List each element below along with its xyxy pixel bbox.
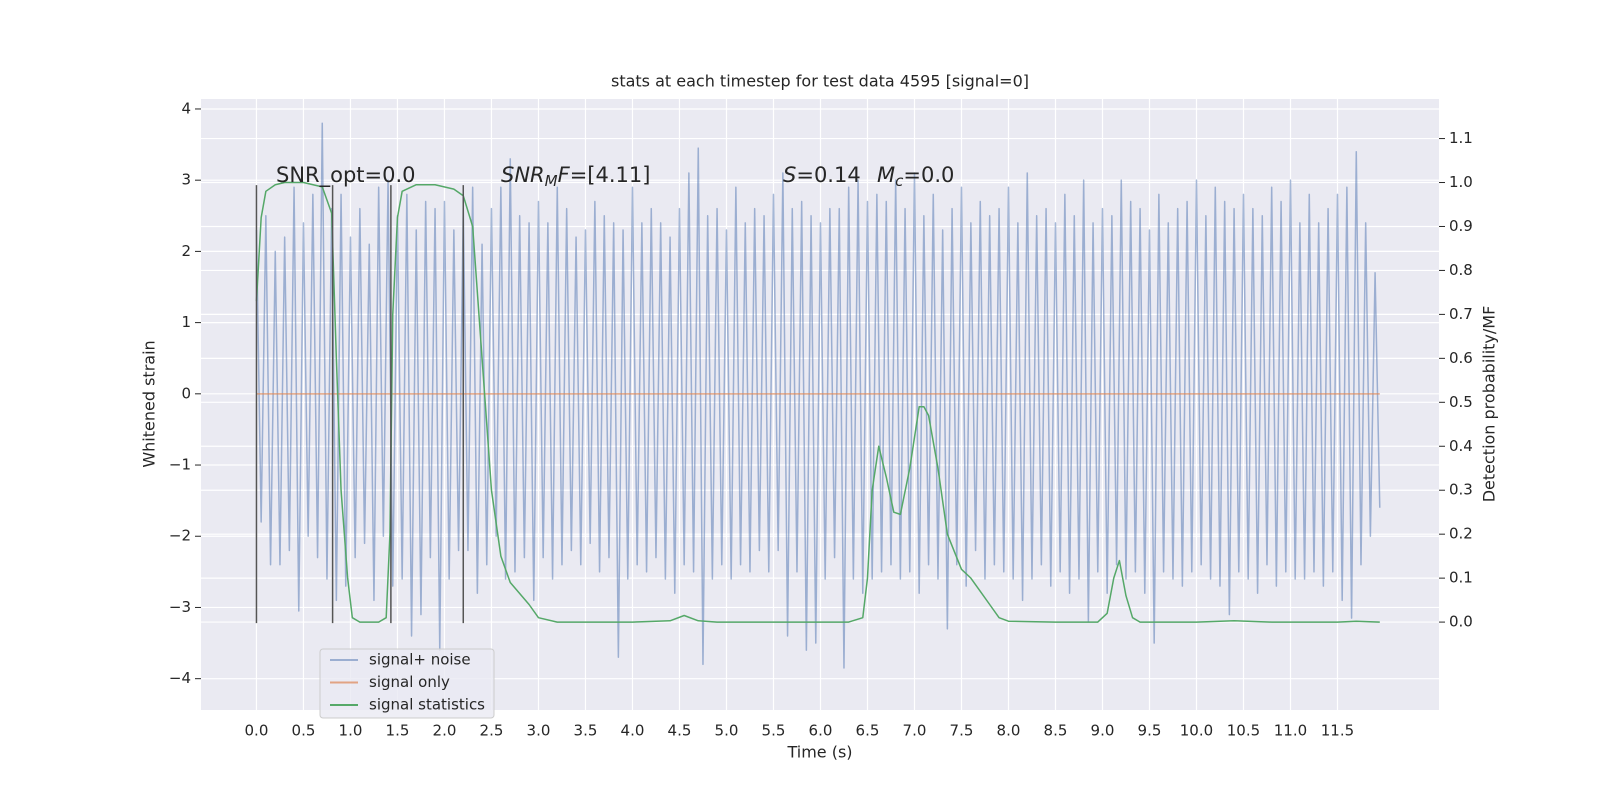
annotation-part: =[4.11]	[570, 163, 651, 187]
y2-tick-label: 1.1	[1449, 129, 1473, 147]
y-tick-label: 3	[181, 171, 191, 189]
annotation-part: S	[783, 163, 796, 187]
x-tick-label: 3.5	[574, 722, 598, 740]
x-axis-label: Time (s)	[786, 743, 852, 762]
legend-box	[319, 648, 495, 719]
y2-tick-label: 0.3	[1449, 481, 1473, 499]
y2-tick-label: 0.0	[1449, 613, 1473, 631]
y-tick-label: 0	[181, 384, 191, 402]
y-tick-label: −2	[169, 527, 191, 545]
x-tick-label: 8.0	[997, 722, 1021, 740]
annotation-part: F	[558, 163, 571, 187]
annotation: S=0.14	[783, 163, 861, 187]
x-tick-label: 6.0	[809, 722, 833, 740]
annotation-part: SNR_opt=0.0	[276, 163, 416, 188]
y-tick-label: 2	[181, 242, 191, 260]
x-tick-label: 11.0	[1274, 722, 1307, 740]
x-tick-label: 3.0	[527, 722, 551, 740]
legend: signal+ noise signal only signal statistic…	[319, 648, 495, 719]
x-tick-label: 9.0	[1091, 722, 1115, 740]
y2-tick-label: 0.4	[1449, 437, 1473, 455]
x-tick-label: 6.5	[856, 722, 880, 740]
x-tick-label: 5.5	[762, 722, 786, 740]
annotation-part: c	[895, 172, 904, 190]
x-tick-label: 9.5	[1138, 722, 1162, 740]
annotation-part: =0.14	[796, 163, 860, 187]
annotation-part: M	[545, 172, 558, 190]
x-tick-label: 11.5	[1321, 722, 1354, 740]
y2-tick-label: 0.6	[1449, 349, 1473, 367]
x-tick-label: 1.0	[339, 722, 363, 740]
y-tick-label: −1	[169, 456, 191, 474]
y2-tick-label: 0.1	[1449, 569, 1473, 587]
x-tick-label: 5.0	[715, 722, 739, 740]
y-tick-label: 1	[181, 313, 191, 331]
annotation: SNR_opt=0.0	[276, 163, 416, 188]
y2-tick-label: 0.9	[1449, 217, 1473, 235]
x-tick-label: 2.0	[433, 722, 457, 740]
axes: 0.0 0.5 1.0 1.5 2.0 2.5 3.0 3.5 4.0 4.5 5.0 5.5 6.0 6…	[169, 99, 1473, 739]
series-line	[255, 122, 1381, 669]
x-tick-label: 4.0	[621, 722, 645, 740]
annotation: Mc=0.0	[877, 163, 954, 190]
y2-tick-label: 0.7	[1449, 305, 1473, 323]
series-line	[255, 181, 1380, 623]
y2-tick-label: 0.2	[1449, 525, 1473, 543]
x-tick-label: 8.5	[1044, 722, 1068, 740]
x-tick-label: 0.0	[245, 722, 269, 740]
annotation: SNRMF=[4.11]	[501, 163, 650, 190]
y-tick-label: −3	[169, 598, 191, 616]
annotation-part: SNR	[501, 163, 545, 187]
legend-label: signal+ noise	[369, 651, 471, 669]
x-tick-label: 0.5	[292, 722, 316, 740]
x-tick-label: 1.5	[386, 722, 410, 740]
y-axis-label: Whitened strain	[140, 340, 159, 467]
x-tick-label: 4.5	[668, 722, 692, 740]
marks: SNR_opt=0.0 SNRMF=[4.11] S=0.14 Mc=0.0	[255, 122, 1381, 669]
x-tick-label: 10.0	[1180, 722, 1213, 740]
chart-title: stats at each timestep for test data 459…	[611, 72, 1029, 91]
legend-label: signal statistics	[369, 696, 485, 714]
x-tick-label: 10.5	[1227, 722, 1260, 740]
y2-tick-label: 0.5	[1449, 393, 1473, 411]
y2-axis-label: Detection probability/MF	[1480, 306, 1499, 503]
annotation-part: =0.0	[903, 163, 954, 187]
x-tick-label: 7.5	[950, 722, 974, 740]
x-tick-label: 7.0	[903, 722, 927, 740]
annotation-part: M	[877, 163, 895, 187]
legend-label: signal only	[369, 673, 450, 691]
x-tick-label: 2.5	[480, 722, 504, 740]
y2-tick-label: 0.8	[1449, 261, 1473, 279]
y2-tick-label: 1.0	[1449, 173, 1473, 191]
y-tick-label: −4	[169, 669, 191, 687]
y-tick-label: 4	[181, 99, 191, 117]
